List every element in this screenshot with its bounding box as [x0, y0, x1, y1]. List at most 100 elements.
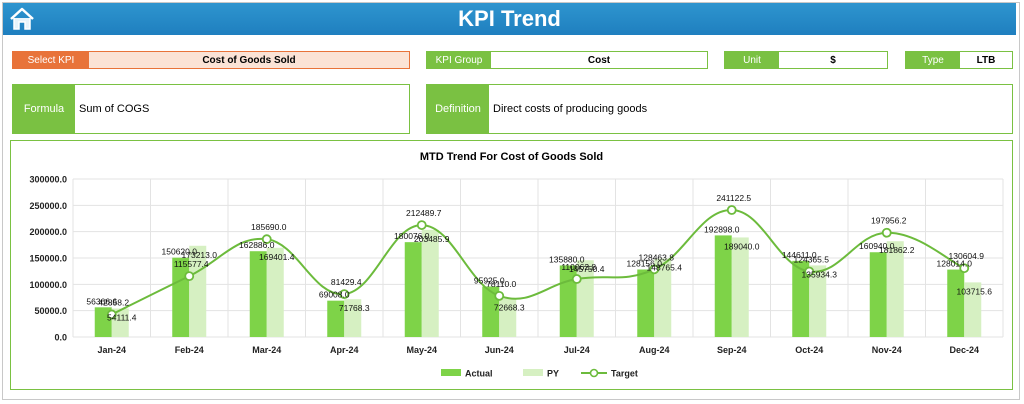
home-icon — [10, 7, 34, 30]
kpi-group-label: KPI Group — [427, 52, 491, 68]
py-data-label: 135934.3 — [802, 269, 838, 279]
target-data-label: 124365.5 — [794, 255, 830, 265]
y-tick-label: 150000.0 — [29, 254, 67, 264]
select-kpi-field[interactable]: Select KPI Cost of Goods Sold — [12, 51, 410, 69]
py-data-label: 54111.4 — [107, 313, 137, 323]
definition-value: Direct costs of producing goods — [493, 103, 648, 115]
py-data-label: 145750.4 — [569, 264, 605, 274]
actual-bar — [482, 286, 500, 337]
target-point — [494, 290, 505, 301]
target-point — [726, 205, 737, 215]
actual-bar — [404, 242, 422, 337]
actual-data-label: 128156.0 — [627, 259, 663, 269]
chart-title: MTD Trend For Cost of Goods Sold — [419, 151, 604, 163]
x-tick-label: Nov-24 — [872, 345, 902, 355]
actual-bar — [637, 269, 655, 337]
py-bar — [344, 299, 362, 337]
y-tick-label: 250000.0 — [29, 201, 67, 211]
target-point — [804, 266, 815, 277]
target-data-label: 241122.5 — [716, 193, 751, 203]
target-point — [959, 263, 970, 274]
select-kpi-dropdown[interactable]: Cost of Goods Sold — [89, 52, 409, 68]
py-data-label: 103715.6 — [957, 286, 993, 296]
target-data-label: 78110.0 — [486, 279, 516, 289]
py-bar — [731, 237, 749, 337]
legend-target-marker — [589, 368, 599, 378]
legend-py-label: PY — [547, 369, 559, 379]
py-data-label: 173213.0 — [182, 250, 218, 260]
definition-label: Definition — [427, 85, 489, 133]
home-button[interactable] — [9, 7, 35, 31]
actual-bar — [869, 252, 887, 337]
unit-label: Unit — [725, 52, 779, 68]
actual-data-label: 69008.0 — [319, 290, 350, 300]
x-tick-label: Apr-24 — [330, 345, 359, 355]
target-data-label: 197956.2 — [871, 216, 907, 226]
actual-bar — [249, 251, 267, 337]
select-kpi-label: Select KPI — [13, 52, 89, 68]
actual-data-label: 160940.0 — [859, 241, 895, 251]
x-tick-label: May-24 — [406, 345, 437, 355]
x-tick-label: Jul-24 — [564, 345, 590, 355]
py-bar — [421, 229, 439, 337]
target-point — [571, 274, 582, 284]
x-tick-label: Aug-24 — [639, 345, 670, 355]
header-bar: KPI Trend — [3, 3, 1016, 35]
x-tick-label: Jan-24 — [97, 345, 126, 355]
x-tick-label: Feb-24 — [175, 345, 204, 355]
py-data-label: 181862.2 — [879, 245, 915, 255]
target-point — [261, 234, 272, 245]
target-data-label: 130604.9 — [949, 251, 985, 261]
actual-data-label: 180076.0 — [394, 231, 430, 241]
chart-container: MTD Trend For Cost of Goods Sold 0.0 5000… — [10, 140, 1013, 390]
target-data-label: 110062.8 — [561, 262, 596, 272]
actual-data-label: 192898.0 — [704, 224, 740, 234]
target-point — [881, 227, 892, 238]
py-bar — [499, 298, 517, 337]
x-tick-label: Jun-24 — [485, 345, 514, 355]
type-label: Type — [906, 52, 960, 68]
py-data-label: 72668.3 — [494, 303, 525, 313]
x-tick-label: Dec-24 — [949, 345, 979, 355]
legend-py-swatch — [523, 369, 543, 376]
actual-bar — [714, 235, 732, 337]
target-data-label: 185690.0 — [251, 222, 287, 232]
x-tick-label: Oct-24 — [795, 345, 823, 355]
target-point — [649, 264, 660, 275]
actual-bar — [172, 257, 190, 337]
actual-data-label: 95925.0 — [474, 275, 505, 285]
kpi-group-value: Cost — [587, 54, 611, 66]
target-data-label: 42858.2 — [98, 297, 129, 307]
page-title: KPI Trend — [458, 6, 561, 31]
x-tick-label: Sep-24 — [717, 345, 747, 355]
y-tick-label: 200000.0 — [29, 227, 67, 237]
py-bar — [809, 265, 827, 337]
py-bar — [964, 282, 982, 337]
unit-field: Unit $ — [724, 51, 888, 69]
formula-label: Formula — [13, 85, 75, 133]
y-tick-label: 0.0 — [54, 333, 67, 343]
actual-data-label: 162886.0 — [239, 240, 275, 250]
py-bar — [654, 258, 672, 337]
target-point — [416, 220, 427, 230]
actual-data-label: 56366.6 — [86, 296, 117, 306]
actual-bar — [947, 269, 965, 337]
legend-actual-swatch — [441, 369, 461, 376]
formula-field: Formula Sum of COGS — [12, 84, 410, 134]
y-tick-label: 50000.0 — [34, 306, 67, 316]
x-tick-label: Mar-24 — [252, 345, 281, 355]
actual-data-label: 128014.0 — [937, 259, 973, 269]
py-data-label: 71768.3 — [339, 303, 370, 313]
type-field: Type LTB — [905, 51, 1013, 69]
legend-target-label: Target — [611, 369, 638, 379]
target-point — [184, 271, 195, 282]
py-data-label: 148765.4 — [647, 263, 683, 273]
actual-bar — [327, 300, 345, 337]
y-tick-label: 300000.0 — [29, 175, 67, 185]
target-data-label: 212489.7 — [406, 208, 442, 218]
py-data-label: 189040.0 — [724, 241, 760, 251]
target-data-label: 81429.4 — [331, 277, 362, 287]
actual-bar — [792, 260, 810, 337]
py-bar — [886, 241, 904, 337]
type-value: LTB — [976, 54, 996, 66]
